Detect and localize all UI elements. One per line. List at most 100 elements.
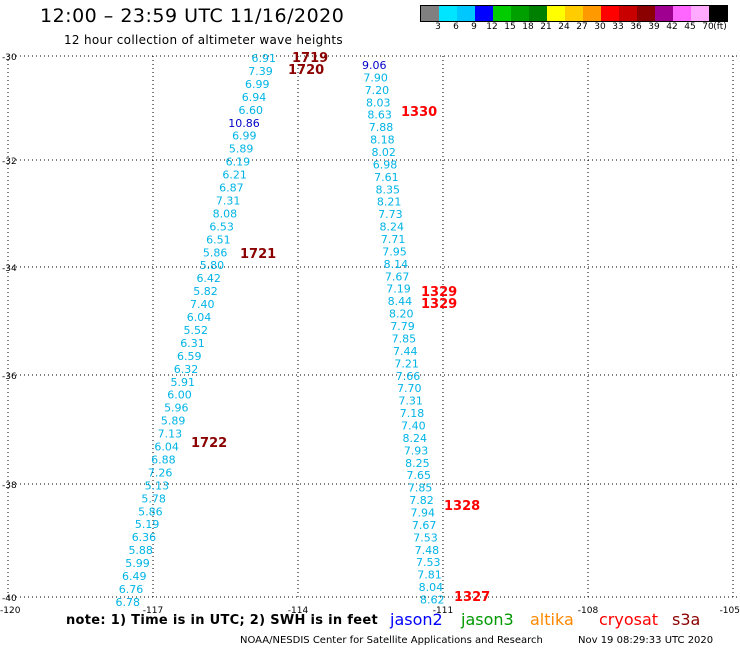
footer-credit: NOAA/NESDIS Center for Satellite Applica… (240, 635, 543, 646)
wave-height-value: 6.94 (242, 91, 267, 104)
wave-height-value: 7.70 (397, 382, 422, 395)
lon-label: -111 (433, 606, 453, 616)
wave-height-value: 5.86 (203, 246, 228, 259)
lat-label: -30 (2, 53, 17, 63)
legend-tick-label: 36 (630, 22, 642, 32)
wave-height-value: 7.20 (365, 84, 390, 97)
wave-height-value: 6.59 (177, 350, 202, 363)
lat-label: -38 (2, 481, 17, 491)
wave-height-value: 6.76 (119, 583, 144, 596)
legend-swatch (673, 6, 691, 21)
legend-tick-label: 70 (702, 22, 714, 32)
wave-height-value: 7.40 (190, 298, 215, 311)
wave-height-value: 7.67 (412, 519, 437, 532)
wave-height-value: 6.99 (245, 78, 270, 91)
wave-height-value: 6.19 (226, 156, 251, 169)
legend-swatch (655, 6, 673, 21)
lon-label: -105 (720, 606, 740, 616)
legend-swatch (709, 6, 727, 21)
legend-tick-label: 21 (540, 22, 552, 32)
lat-label: -32 (2, 157, 17, 167)
wave-height-value: 6.04 (154, 441, 179, 454)
wave-height-value: 6.51 (206, 233, 231, 246)
note-text: note: 1) Time is in UTC; 2) SWH is in fe… (66, 613, 378, 628)
wave-height-value: 7.66 (396, 370, 421, 383)
wave-height-value: 8.24 (380, 221, 405, 234)
satellite-name-jason2: jason2 (390, 610, 443, 629)
lon-label: -108 (578, 606, 599, 616)
wave-height-value: 6.32 (174, 363, 199, 376)
wave-height-value: 7.95 (382, 245, 407, 258)
wave-height-value: 7.93 (404, 444, 429, 457)
wave-height-value: 6.36 (132, 531, 157, 544)
legend-swatch (439, 6, 457, 21)
wave-height-value: 7.18 (400, 407, 425, 420)
legend-tick-label: 24 (558, 22, 570, 32)
legend-tick-label: 3 (435, 22, 441, 32)
satellite-name-altika: altika (530, 610, 574, 629)
lat-label: -34 (2, 264, 17, 274)
lat-lon-grid (7, 55, 737, 598)
wave-height-value: 6.53 (209, 220, 234, 233)
wave-height-value: 8.62 (420, 593, 445, 606)
legend-swatch (691, 6, 709, 21)
wave-height-value: 5.86 (138, 505, 163, 518)
legend-tick-label: 33 (612, 22, 624, 32)
footer-timestamp: Nov 19 08:29:33 UTC 2020 (578, 635, 714, 646)
legend-swatch (565, 6, 583, 21)
legend-tick-label: 9 (471, 22, 477, 32)
legend-swatch (475, 6, 493, 21)
wave-height-value: 5.80 (200, 259, 225, 272)
legend-tick-label: 30 (594, 22, 606, 32)
wave-height-value: 8.18 (370, 134, 395, 147)
wave-height-value: 7.88 (369, 121, 394, 134)
wave-height-value: 6.00 (167, 389, 192, 402)
wave-height-value: 6.88 (151, 453, 176, 466)
wave-height-value: 7.21 (394, 357, 419, 370)
legend-swatch (619, 6, 637, 21)
wave-height-value: 7.94 (411, 506, 436, 519)
satellite-name-jason3: jason3 (461, 610, 514, 629)
wave-height-value: 8.08 (213, 207, 238, 220)
wave-height-value: 5.19 (135, 518, 160, 531)
wave-height-value: 7.48 (415, 544, 440, 557)
wave-height-value: 5.96 (164, 402, 189, 415)
wave-height-value: 8.63 (367, 109, 392, 122)
page-subtitle: 12 hour collection of altimeter wave hei… (64, 33, 343, 47)
wave-height-value: 7.82 (409, 494, 434, 507)
wave-height-value: 8.25 (405, 457, 430, 470)
wave-height-value: 6.31 (180, 337, 205, 350)
legend-tick-label: 12 (486, 22, 498, 32)
wave-height-value: 5.78 (141, 492, 166, 505)
wave-height-value: 7.85 (392, 332, 417, 345)
legend-swatch (421, 6, 439, 21)
wave-height-value: 6.21 (222, 169, 247, 182)
satellite-name-cryosat: cryosat (599, 610, 659, 629)
wave-height-value: 6.04 (187, 311, 212, 324)
wave-height-value: 8.20 (389, 308, 414, 321)
lon-label: -117 (143, 606, 163, 616)
legend-tick-label: (ft) (713, 22, 727, 32)
pass-number-label: 1330 (401, 105, 437, 120)
wave-height-value: 7.39 (248, 65, 273, 78)
wave-height-value: 6.98 (373, 158, 398, 171)
wave-height-value: 7.13 (158, 428, 183, 441)
wave-height-value: 7.53 (413, 531, 438, 544)
wave-height-value: 8.24 (402, 432, 427, 445)
legend-swatch (529, 6, 547, 21)
wave-height-value: 7.73 (378, 208, 403, 221)
wave-height-value: 7.26 (148, 466, 173, 479)
legend-swatch (583, 6, 601, 21)
wave-height-value: 5.89 (229, 143, 254, 156)
wave-height-value: 8.14 (384, 258, 409, 271)
lon-label: -114 (288, 606, 309, 616)
track-2-values: 9.067.907.208.038.637.888.188.026.987.61… (362, 59, 445, 606)
wave-height-value: 6.49 (122, 570, 147, 583)
wave-height-value: 7.31 (216, 194, 241, 207)
pass-number-label: 1722 (191, 436, 227, 451)
legend-tick-label: 18 (522, 22, 534, 32)
wave-height-value: 6.78 (116, 596, 141, 609)
pass-number-label: 1327 (454, 590, 490, 605)
